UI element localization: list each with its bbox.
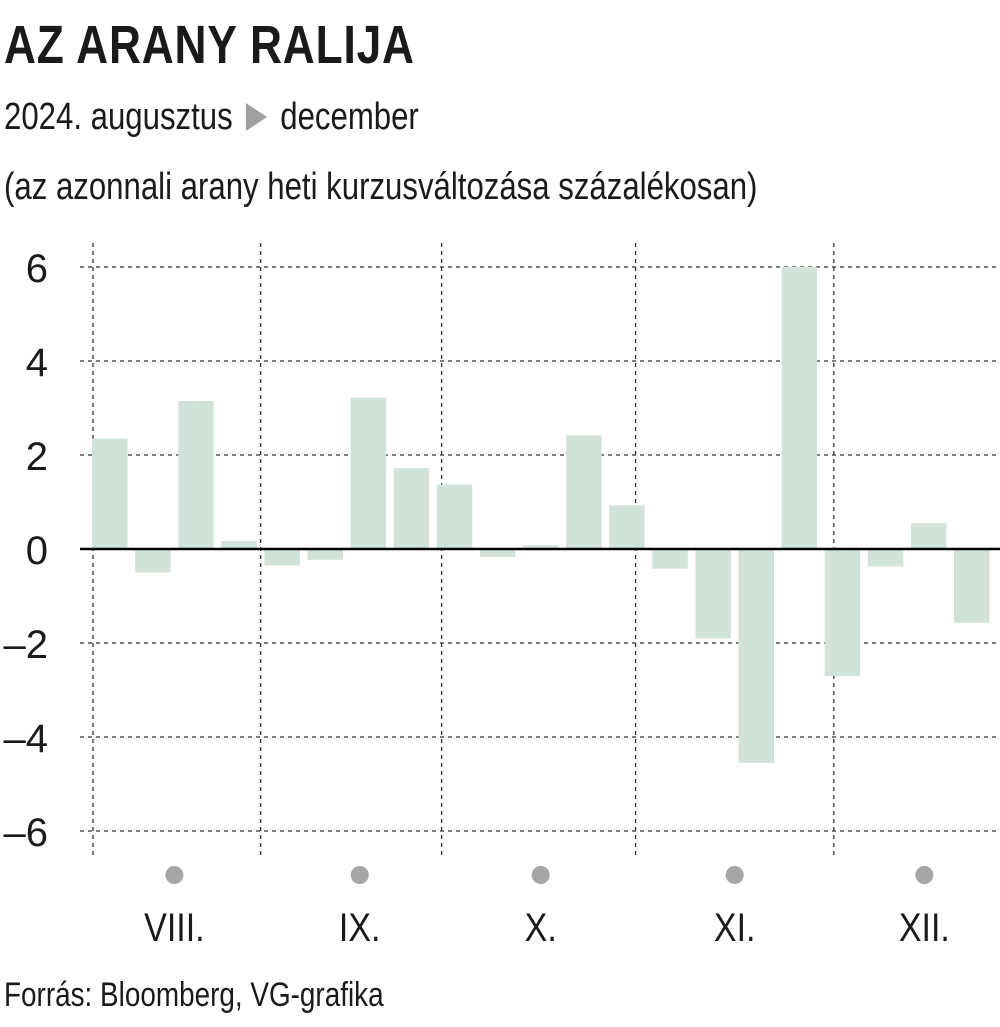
bar	[221, 541, 257, 549]
bar	[910, 523, 947, 549]
month-dot	[350, 866, 369, 884]
bar	[954, 549, 990, 623]
period-start: 2024. augusztus	[4, 96, 233, 138]
bar	[264, 549, 300, 566]
y-tick-label: –6	[4, 811, 49, 855]
month-dot	[915, 866, 934, 884]
y-tick-label: 2	[26, 435, 48, 479]
month-label: XI.	[714, 904, 756, 949]
bar	[695, 549, 731, 639]
month-label: X.	[525, 904, 557, 949]
month-dot	[725, 866, 744, 884]
y-tick-label: –2	[4, 623, 49, 667]
bar	[738, 549, 774, 763]
bar	[781, 267, 818, 549]
month-dot	[531, 866, 550, 884]
y-tick-label: 0	[26, 529, 48, 573]
bar	[523, 545, 559, 549]
bar	[479, 549, 516, 557]
chart-title: AZ ARANY RALIJA	[4, 15, 415, 75]
bar	[609, 505, 645, 549]
bar	[393, 468, 430, 549]
bar	[436, 484, 473, 549]
bar	[350, 397, 387, 549]
source-note: Forrás: Bloomberg, VG-grafika	[4, 976, 384, 1014]
month-label: IX.	[339, 904, 381, 949]
bar	[178, 400, 214, 549]
month-label: XII.	[899, 904, 950, 949]
bar	[135, 549, 171, 573]
chart-subtitle: 2024. augusztus december	[4, 96, 419, 139]
period-end: december	[280, 96, 419, 138]
bar	[867, 549, 904, 567]
bar	[824, 549, 861, 676]
bar	[307, 549, 343, 560]
y-tick-label: 4	[26, 341, 48, 385]
month-label: VIII.	[144, 904, 204, 949]
bar	[566, 435, 602, 549]
bars	[92, 267, 990, 763]
bar	[652, 549, 688, 569]
month-dot	[165, 866, 184, 884]
y-tick-label: –4	[4, 717, 49, 761]
bar-chart: 6 4 2 0 –2 –4 –6 VIII. IX. X. XI. XII.	[4, 243, 1000, 950]
y-tick-label: 6	[26, 247, 48, 291]
bar	[92, 438, 128, 549]
axes: 6 4 2 0 –2 –4 –6 VIII. IX. X. XI. XII.	[4, 247, 1000, 950]
chart-description: (az azonnali arany heti kurzusváltozása …	[4, 166, 758, 208]
triangle-right-icon	[245, 102, 268, 131]
